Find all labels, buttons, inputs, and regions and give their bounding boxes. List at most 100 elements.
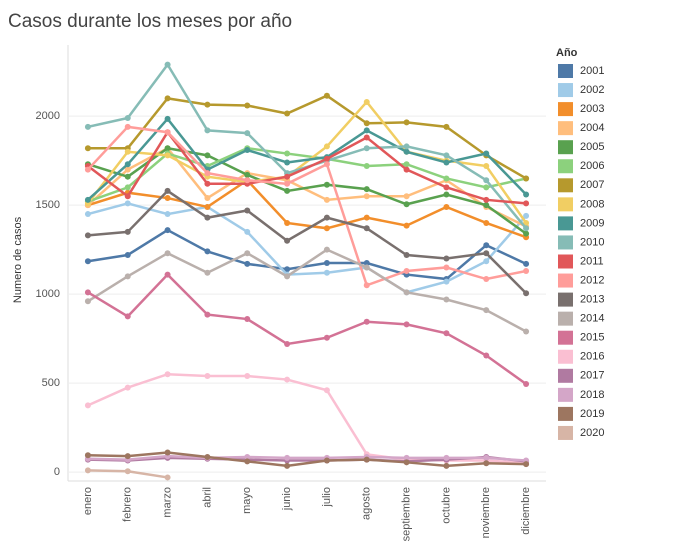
data-point [323,334,330,341]
data-point [164,195,171,202]
data-point [164,187,171,194]
data-point [164,95,171,102]
data-point [483,150,490,157]
legend-swatch [558,140,573,155]
data-point [443,159,450,166]
data-point [323,260,330,266]
data-point [483,242,490,249]
x-tick-label: mayo [241,487,253,514]
data-point [124,193,131,200]
data-point [363,186,370,193]
data-point [124,251,131,258]
data-point [363,282,370,289]
legend-label: 2012 [580,274,604,286]
data-point [483,163,490,170]
data-point [204,152,211,159]
data-point [124,114,131,121]
data-point [523,260,530,267]
data-point [443,191,450,198]
data-point [244,228,251,235]
legend-label: 2013 [580,294,604,306]
data-point [124,228,131,235]
data-point [403,148,410,155]
legend-swatch [558,387,573,402]
data-point [164,474,171,481]
data-point [164,250,171,257]
data-point [323,155,330,162]
data-point [164,211,171,218]
data-point [284,150,291,157]
data-point [363,98,370,105]
data-point [124,468,131,475]
data-point [84,166,91,173]
data-point [403,459,410,466]
x-tick-label: septiembre [400,487,412,541]
data-point [403,119,410,126]
data-point [84,145,91,152]
legend-label: 2001 [580,65,604,77]
data-point [403,161,410,168]
data-point [483,276,490,283]
data-point [523,200,530,207]
data-point [164,449,171,456]
data-point [363,264,370,271]
data-point [403,222,410,229]
data-point [443,203,450,210]
data-point [443,330,450,337]
data-point [483,460,490,467]
data-point [443,278,450,285]
data-point [523,290,530,297]
data-point [323,143,330,150]
data-point [443,462,450,469]
data-point [84,211,91,218]
data-point [164,227,171,234]
legend-label: 2003 [580,103,604,115]
data-point [483,352,490,359]
data-point [483,250,490,257]
data-point [204,203,211,210]
data-point [84,232,91,239]
data-point [403,166,410,173]
data-point [284,159,291,166]
data-point [124,148,131,155]
legend-swatch [558,216,573,231]
data-point [124,273,131,280]
data-point [403,289,410,296]
series-line [87,125,527,287]
data-point [284,273,291,280]
legend-label: 2002 [580,84,604,96]
data-point [443,296,450,303]
data-point [244,102,251,109]
legend-label: 2008 [580,198,604,210]
series-line [87,451,527,468]
data-point [363,193,370,200]
data-point [164,129,171,136]
series-line [87,189,527,295]
data-point [124,453,131,460]
data-point [124,200,131,207]
data-point [363,163,370,170]
data-point [403,201,410,208]
x-tick-label: diciembre [520,487,532,535]
data-point [403,193,410,200]
legend-swatch [558,368,573,383]
data-point [443,454,450,461]
data-point [84,452,91,459]
legend-swatch [558,311,573,326]
legend-label: 2014 [580,313,604,325]
data-point [164,271,171,278]
data-point [204,170,211,177]
legend-label: 2004 [580,122,604,134]
data-point [523,191,530,198]
data-point [284,266,291,273]
x-tick-label: febrero [122,487,134,522]
series-line [87,454,527,462]
x-tick-label: marzo [161,487,173,518]
data-point [323,457,330,464]
data-point [164,152,171,159]
data-point [363,456,370,463]
data-point [164,145,171,152]
data-point [204,214,211,221]
legend-title: Año [556,47,578,59]
